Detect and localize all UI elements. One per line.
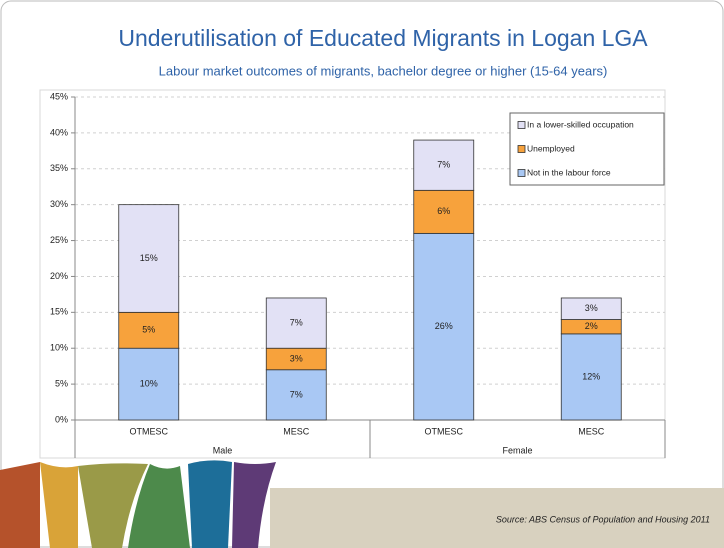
- legend-swatch: [517, 169, 526, 177]
- legend-label: Unemployed: [527, 143, 575, 153]
- data-label: 7%: [290, 389, 303, 399]
- banner-band: [270, 488, 724, 548]
- y-tick-label: 45%: [50, 91, 68, 101]
- group-label: Male: [213, 445, 233, 455]
- legend-swatch: [517, 121, 526, 129]
- data-label: 15%: [140, 253, 158, 263]
- y-tick-label: 35%: [50, 163, 68, 173]
- y-tick-label: 25%: [50, 235, 68, 245]
- y-tick-label: 40%: [50, 127, 68, 137]
- y-tick-label: 15%: [50, 307, 68, 317]
- banner: [0, 460, 724, 548]
- bar-segment: [560, 297, 622, 320]
- data-label: 26%: [435, 321, 453, 331]
- banner-shape: [0, 462, 40, 548]
- legend-label: Not in the labour force: [527, 167, 611, 177]
- banner-shape: [40, 462, 78, 548]
- x-tick-label: OTMESC: [129, 426, 168, 436]
- group-label: Female: [502, 445, 532, 455]
- banner-shape: [78, 463, 148, 548]
- banner-shape: [232, 462, 276, 548]
- legend-swatch: [517, 145, 526, 153]
- bar-segment: [413, 232, 475, 421]
- chart-frame: [39, 89, 666, 459]
- data-label: 5%: [142, 325, 155, 335]
- y-tick-label: 10%: [50, 343, 68, 353]
- source-note: Source: ABS Census of Population and Hou…: [496, 514, 710, 524]
- banner-shape: [128, 464, 190, 548]
- bar-segment: [265, 369, 327, 421]
- data-label: 3%: [585, 303, 598, 313]
- bar-segment: [118, 347, 180, 421]
- x-tick-label: MESC: [578, 426, 605, 436]
- legend-box: [509, 112, 665, 186]
- y-tick-label: 30%: [50, 199, 68, 209]
- chart-subtitle: Labour market outcomes of migrants, bach…: [159, 63, 608, 78]
- chart-title: Underutilisation of Educated Migrants in…: [118, 25, 648, 51]
- bar-segment: [118, 311, 180, 349]
- data-label: 7%: [290, 317, 303, 327]
- bar-segment: [413, 139, 475, 191]
- y-tick-label: 20%: [50, 271, 68, 281]
- banner-shape: [188, 460, 232, 548]
- y-tick-label: 0%: [55, 414, 68, 424]
- data-label: 2%: [585, 321, 598, 331]
- x-tick-label: MESC: [283, 426, 310, 436]
- x-tick-label: OTMESC: [424, 426, 463, 436]
- bar-segment: [265, 297, 327, 349]
- data-label: 3%: [290, 353, 303, 363]
- data-label: 7%: [437, 160, 450, 170]
- y-tick-label: 5%: [55, 378, 68, 388]
- data-label: 12%: [582, 371, 600, 381]
- data-label: 10%: [140, 378, 158, 388]
- bar-segment: [118, 204, 180, 313]
- legend-label: In a lower-skilled occupation: [527, 119, 634, 129]
- data-label: 6%: [437, 206, 450, 216]
